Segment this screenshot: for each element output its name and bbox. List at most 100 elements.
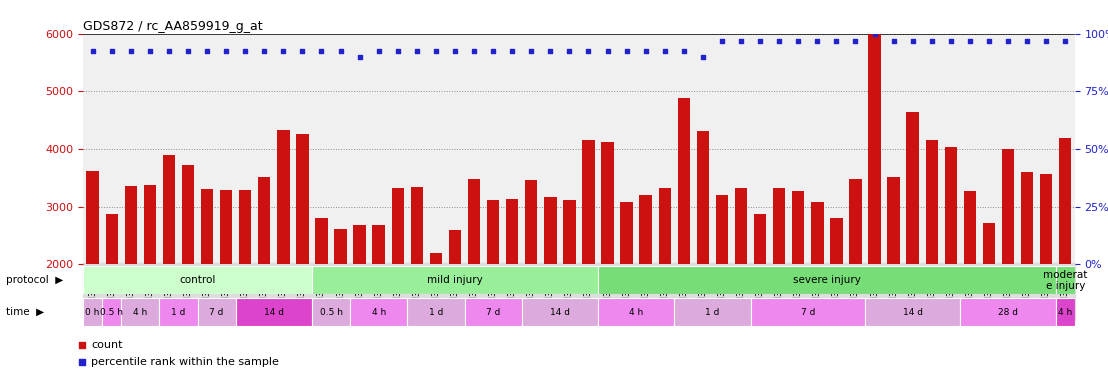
Point	[447, 48, 464, 54]
Point	[865, 31, 883, 37]
Bar	[753, 214, 767, 264]
Point	[923, 38, 941, 44]
Point	[198, 48, 216, 54]
Point	[312, 48, 330, 54]
Point	[386, 129, 403, 135]
Bar	[598, 266, 1056, 294]
Bar	[869, 34, 881, 264]
Text: moderat
e injury: moderat e injury	[1043, 270, 1087, 291]
Text: count: count	[91, 340, 123, 350]
Point	[714, 38, 731, 44]
Point	[561, 48, 578, 54]
Point	[999, 38, 1017, 44]
Text: 1 d: 1 d	[429, 308, 443, 316]
Bar	[961, 298, 1056, 326]
Bar	[219, 190, 233, 264]
Bar	[430, 253, 442, 264]
Point	[103, 48, 121, 54]
Bar	[411, 187, 423, 264]
Bar	[83, 266, 312, 294]
Point	[351, 54, 369, 60]
Point	[141, 48, 158, 54]
Bar	[544, 198, 556, 264]
Point	[809, 38, 827, 44]
Point	[732, 38, 750, 44]
Text: control: control	[179, 275, 216, 285]
Bar	[316, 217, 328, 264]
Point	[370, 48, 388, 54]
Text: 14 d: 14 d	[264, 308, 284, 316]
Bar	[964, 190, 976, 264]
Bar	[121, 298, 160, 326]
Bar	[449, 230, 461, 264]
Bar	[658, 188, 671, 264]
Bar	[506, 199, 519, 264]
Point	[637, 48, 655, 54]
Point	[236, 48, 254, 54]
Bar	[1059, 138, 1071, 264]
Bar	[312, 266, 598, 294]
Point	[408, 48, 425, 54]
Bar	[1040, 174, 1053, 264]
Text: severe injury: severe injury	[793, 275, 861, 285]
Bar	[1020, 172, 1034, 264]
Bar	[888, 177, 900, 264]
Bar	[83, 298, 102, 326]
Point	[847, 38, 864, 44]
Point	[503, 48, 521, 54]
Bar	[697, 130, 709, 264]
Bar	[468, 179, 480, 264]
Point	[386, 282, 403, 288]
Bar	[144, 185, 156, 264]
Text: 14 d: 14 d	[550, 308, 570, 316]
Bar	[102, 298, 121, 326]
Bar	[735, 188, 747, 264]
Text: 0.5 h: 0.5 h	[319, 308, 342, 316]
Bar	[925, 140, 938, 264]
Text: 4 h: 4 h	[1058, 308, 1073, 316]
Bar	[277, 130, 289, 264]
Bar	[464, 298, 522, 326]
Text: 7 d: 7 d	[209, 308, 224, 316]
Point	[275, 48, 293, 54]
Text: percentile rank within the sample: percentile rank within the sample	[91, 357, 279, 367]
Bar	[983, 223, 995, 264]
Bar	[372, 225, 384, 264]
Point	[389, 48, 407, 54]
Point	[1037, 38, 1055, 44]
Text: 4 h: 4 h	[629, 308, 644, 316]
Point	[122, 48, 140, 54]
Point	[598, 48, 616, 54]
Text: GDS872 / rc_AA859919_g_at: GDS872 / rc_AA859919_g_at	[83, 20, 263, 33]
Point	[789, 38, 807, 44]
Point	[694, 54, 711, 60]
Bar	[773, 188, 786, 264]
Point	[904, 38, 922, 44]
Bar	[849, 179, 862, 264]
Bar	[124, 186, 137, 264]
Point	[828, 38, 845, 44]
Bar	[239, 190, 252, 264]
Point	[465, 48, 483, 54]
Bar	[906, 112, 919, 264]
Point	[542, 48, 560, 54]
Text: mild injury: mild injury	[427, 275, 483, 285]
Bar	[391, 188, 404, 264]
Point	[294, 48, 311, 54]
Bar	[353, 225, 366, 264]
Point	[217, 48, 235, 54]
Bar	[182, 165, 194, 264]
Bar	[522, 298, 598, 326]
Text: 14 d: 14 d	[903, 308, 923, 316]
Bar	[945, 147, 957, 264]
Bar	[716, 195, 728, 264]
Bar	[750, 298, 865, 326]
Text: 7 d: 7 d	[801, 308, 815, 316]
Bar	[675, 298, 750, 326]
Point	[256, 48, 274, 54]
Bar	[86, 171, 99, 264]
Bar	[236, 298, 312, 326]
Point	[961, 38, 978, 44]
Bar	[335, 229, 347, 264]
Point	[884, 38, 902, 44]
